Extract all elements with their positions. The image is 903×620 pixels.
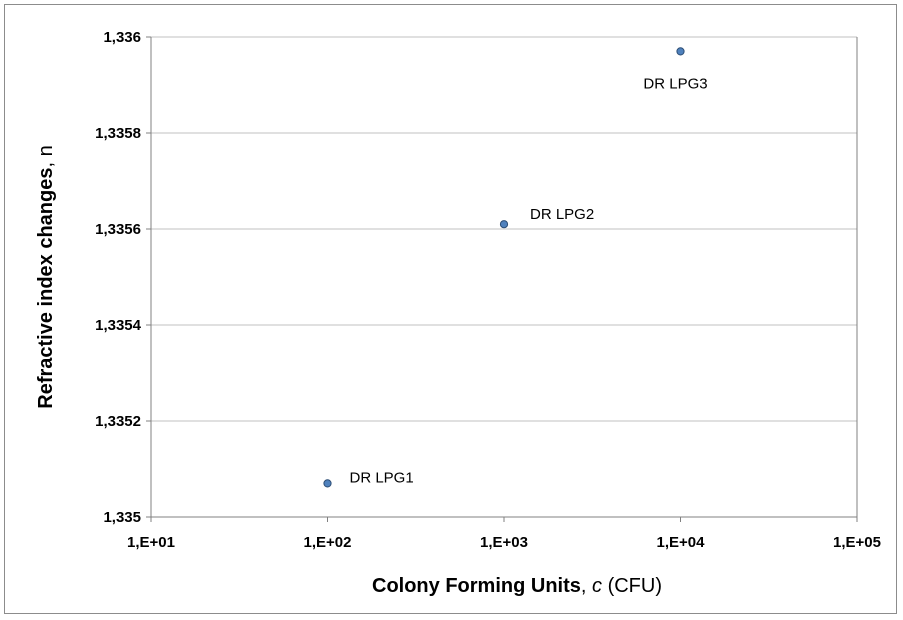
x-axis-label-unit: (CFU) [602, 575, 662, 597]
data-point [323, 479, 332, 488]
y-axis-label: Refractive index changes, n [35, 145, 57, 408]
x-tick-label: 1,E+04 [657, 534, 706, 551]
y-tick-label: 1,3356 [95, 221, 141, 238]
y-tick-label: 1,336 [103, 29, 141, 46]
x-axis-label-var: c [592, 575, 602, 597]
x-axis-label: Colony Forming Units, c (CFU) [372, 575, 662, 597]
axes [146, 36, 858, 522]
gridlines [151, 36, 857, 422]
y-tick-labels: 1,335 1,3352 1,3354 1,3356 1,3358 1,336 [95, 29, 142, 526]
x-tick-label: 1,E+02 [304, 534, 352, 551]
x-tick-label: 1,E+05 [833, 534, 881, 551]
y-axis-label-main: Refractive index changes [35, 168, 57, 409]
data-point [676, 47, 685, 56]
x-axis-label-main: Colony Forming Units [372, 575, 581, 597]
data-point-label: DR LPG1 [350, 469, 414, 486]
data-point-label: DR LPG2 [530, 206, 594, 223]
y-tick-label: 1,3358 [95, 125, 141, 142]
x-tick-labels: 1,E+01 1,E+02 1,E+03 1,E+04 1,E+05 [127, 534, 881, 551]
chart-frame [4, 4, 897, 614]
x-tick-label: 1,E+01 [127, 534, 175, 551]
x-axis-label-sep: , [581, 575, 592, 597]
y-tick-label: 1,335 [103, 509, 141, 526]
y-tick-label: 1,3354 [95, 317, 142, 334]
x-tick-label: 1,E+03 [480, 534, 528, 551]
data-points: DR LPG1 DR LPG2 DR LPG3 [323, 47, 708, 488]
data-point [499, 220, 509, 229]
y-axis-label-var: n [35, 145, 57, 156]
data-point-label: DR LPG3 [643, 75, 707, 92]
y-axis-label-sep: , [35, 156, 57, 167]
y-tick-label: 1,3352 [95, 413, 141, 430]
